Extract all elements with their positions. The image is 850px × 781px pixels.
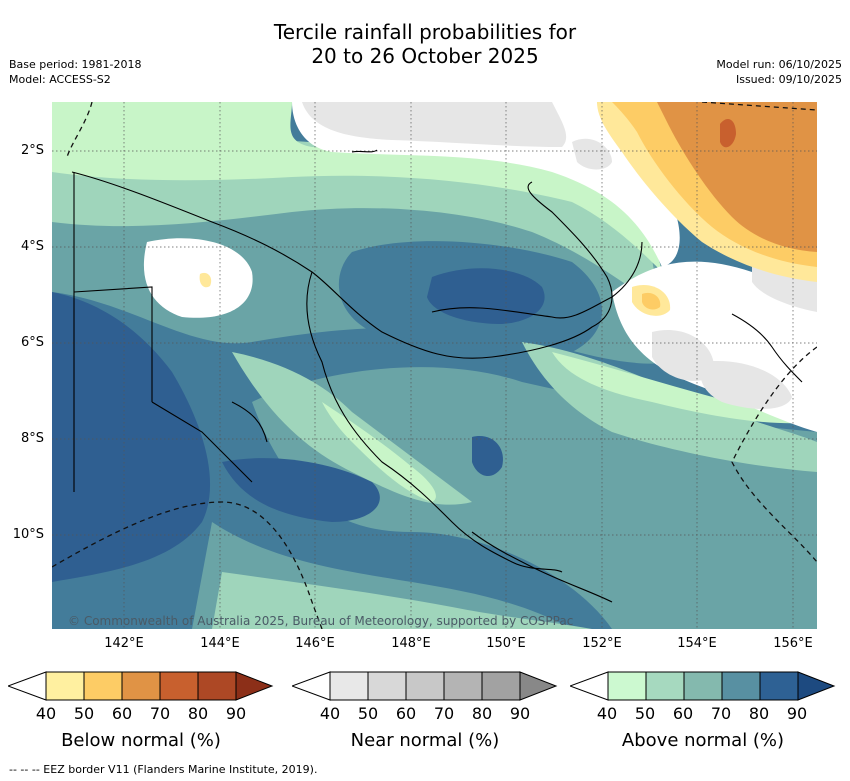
cb-near-tick: 40 [319, 704, 341, 723]
colorbar-segment [197, 671, 237, 701]
title-line-2: 20 to 26 October 2025 [311, 44, 539, 68]
chart-title: Tercile rainfall probabilities for 20 to… [0, 20, 850, 68]
colorbar-segment [329, 671, 369, 701]
legend-title-above: Above normal (%) [621, 730, 785, 751]
colorbar-segment [83, 671, 123, 701]
meta-right: Model run: 06/10/2025 Issued: 09/10/2025 [716, 57, 842, 87]
colorbar-segment [759, 671, 799, 701]
zone-above-90-centre [427, 268, 545, 324]
lon-label-150e: 150°E [486, 636, 526, 651]
colorbar-segment [443, 671, 483, 701]
cb-above-tick: 70 [710, 704, 732, 723]
colorbar-segment [683, 671, 723, 701]
colorbar-extend-high [519, 671, 558, 701]
colorbar-segment [121, 671, 161, 701]
legend-below-normal: 40 50 60 70 80 90 Below normal (%) [8, 670, 274, 770]
colorbar-segment [159, 671, 199, 701]
colorbar-segment [405, 671, 445, 701]
cb-below-tick: 50 [73, 704, 95, 723]
colorbar-extend-low [292, 671, 331, 701]
zone-above-50-north [52, 102, 662, 272]
legend-above-normal: 40 50 60 70 80 90 Above normal (%) [570, 670, 836, 770]
lon-label-144e: 144°E [200, 636, 240, 651]
cb-below-tick: 80 [187, 704, 209, 723]
colorbar-segment [607, 671, 647, 701]
cb-near-tick: 90 [509, 704, 531, 723]
zone-above-80-west [52, 292, 211, 582]
zone-below-60-spot [642, 292, 661, 310]
colorbar-segment [45, 671, 85, 701]
cb-below-tick: 90 [225, 704, 247, 723]
zone-above-80-sw [222, 458, 380, 522]
model-name: Model: ACCESS-S2 [9, 73, 111, 86]
base-period: Base period: 1981-2018 [9, 58, 142, 71]
colorbar-segment [367, 671, 407, 701]
cb-near-tick: 60 [395, 704, 417, 723]
zone-near-50-north [302, 102, 567, 147]
colorbar-segment [481, 671, 521, 701]
coastlines [71, 149, 803, 603]
cb-below-tick: 60 [111, 704, 133, 723]
colorbar-segment [721, 671, 761, 701]
lat-label-6s: 6°S [20, 335, 44, 350]
meta-left: Base period: 1981-2018 Model: ACCESS-S2 [9, 57, 141, 87]
colorbar-extend-high [235, 671, 274, 701]
zone-near-50-east [652, 330, 714, 381]
zone-above-50-diag [322, 402, 436, 502]
rainfall-map: © Commonwealth of Australia 2025, Bureau… [52, 102, 817, 629]
cb-above-tick: 40 [596, 704, 618, 723]
cb-below-tick: 40 [35, 704, 57, 723]
lon-label-148e: 148°E [391, 636, 431, 651]
eez-footnote: -- -- -- EEZ border V11 (Flanders Marine… [9, 763, 318, 776]
cb-below-tick: 70 [149, 704, 171, 723]
lon-label-154e: 154°E [677, 636, 717, 651]
colorbar-above [570, 671, 836, 701]
zone-white-west [143, 238, 253, 318]
colorbar-extend-high [797, 671, 836, 701]
lat-label-4s: 4°S [20, 239, 44, 254]
lon-label-146e: 146°E [295, 636, 335, 651]
map-canvas [52, 102, 817, 629]
zone-near-50-se [700, 361, 792, 409]
colorbar-extend-low [570, 671, 609, 701]
issued-date: Issued: 09/10/2025 [735, 73, 842, 86]
cb-near-tick: 50 [357, 704, 379, 723]
cb-near-tick: 80 [471, 704, 493, 723]
cb-above-tick: 60 [672, 704, 694, 723]
cb-above-tick: 80 [748, 704, 770, 723]
lon-label-142e: 142°E [104, 636, 144, 651]
lat-label-10s: 10°S [12, 527, 44, 542]
model-run: Model run: 06/10/2025 [716, 58, 842, 71]
title-line-1: Tercile rainfall probabilities for [273, 20, 577, 44]
cb-above-tick: 50 [634, 704, 656, 723]
colorbar-below [8, 671, 274, 701]
cb-near-tick: 70 [433, 704, 455, 723]
cb-above-tick: 90 [786, 704, 808, 723]
colorbar-segment [645, 671, 685, 701]
lon-label-152e: 152°E [582, 636, 622, 651]
zone-below-80 [720, 119, 736, 148]
copyright-notice: © Commonwealth of Australia 2025, Bureau… [68, 614, 574, 628]
lon-label-156e: 156°E [773, 636, 813, 651]
zone-below-50-west [199, 272, 212, 288]
eez-borders [52, 102, 817, 629]
colorbar-near [292, 671, 558, 701]
graticule [52, 102, 817, 629]
colorbar-extend-low [8, 671, 47, 701]
legend-near-normal: 40 50 60 70 80 90 Near normal (%) [292, 670, 558, 770]
legend-title-near: Near normal (%) [350, 730, 500, 751]
zone-above-90-south [472, 436, 503, 477]
lat-label-8s: 8°S [20, 431, 44, 446]
lat-label-2s: 2°S [20, 143, 44, 158]
legend-title-below: Below normal (%) [61, 730, 221, 751]
